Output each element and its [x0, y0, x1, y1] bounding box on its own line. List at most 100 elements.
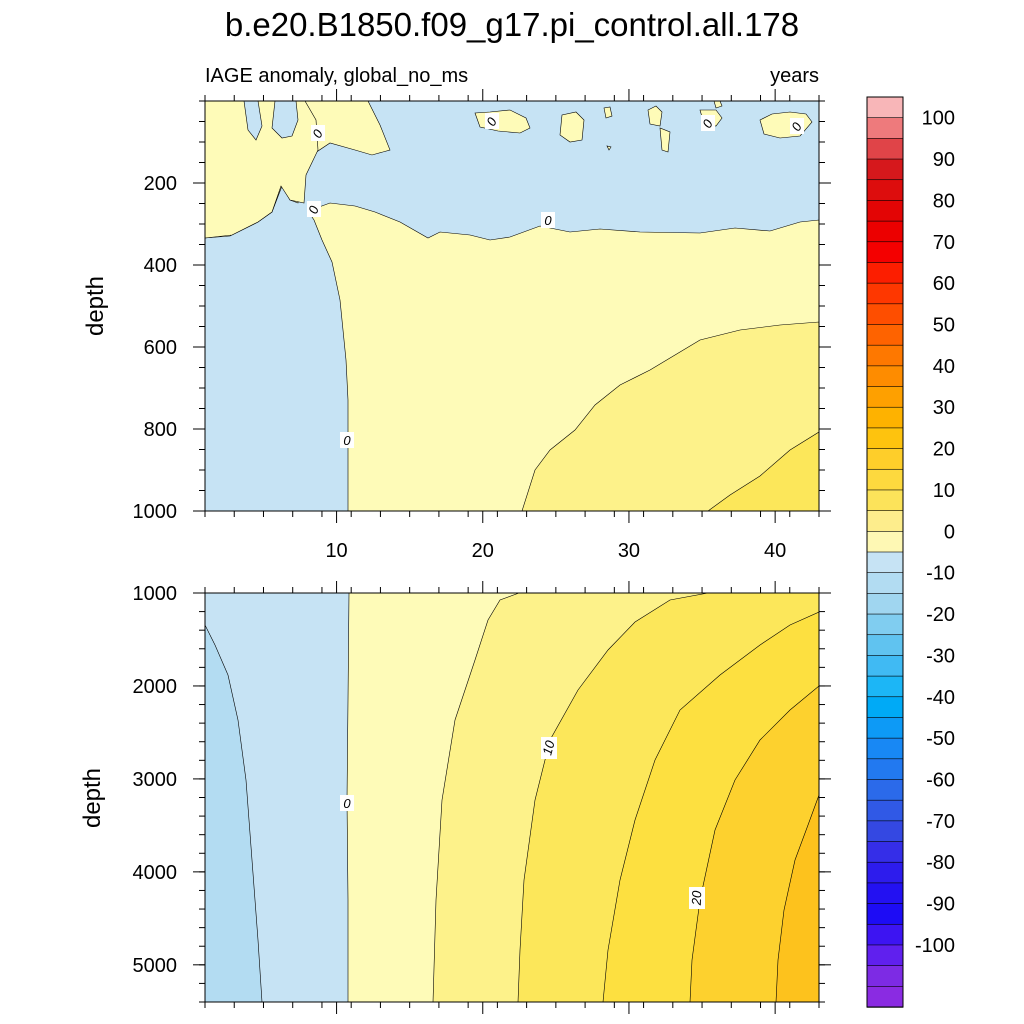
colorbar-swatch	[866, 468, 904, 491]
upper-y-ticks: 200 400 600 800 1000	[133, 100, 831, 523]
colorbar-label: 60	[933, 273, 955, 295]
colorbar-swatch	[866, 572, 904, 595]
lower-contour-label: 0	[340, 795, 354, 811]
colorbar-swatch	[866, 634, 904, 657]
colorbar-swatch	[866, 655, 904, 677]
colorbar: 1009080706050403020100-10-20-30-40-50-60…	[866, 96, 955, 1008]
colorbar-swatch	[866, 200, 904, 222]
colorbar-label: -70	[926, 811, 955, 833]
colorbar-swatch	[866, 965, 904, 988]
lower-contour-label: 10	[539, 737, 558, 759]
colorbar-swatch	[866, 510, 904, 533]
colorbar-label: 80	[933, 190, 955, 212]
colorbar-swatch	[866, 799, 904, 822]
lower-x-ticks	[204, 581, 820, 1014]
x-tick-label: 10	[325, 540, 347, 562]
upper-y-axis-label: depth	[82, 276, 109, 336]
svg-text:20: 20	[689, 890, 705, 907]
colorbar-label: -10	[926, 563, 955, 585]
colorbar-label: 90	[933, 149, 955, 171]
colorbar-swatch	[866, 841, 904, 863]
colorbar-swatch	[866, 427, 904, 450]
upper-x-ticks: 10 20 30 40	[204, 89, 820, 562]
colorbar-swatch	[866, 613, 904, 636]
colorbar-swatch	[866, 696, 904, 719]
upper-contour-label: 0	[541, 212, 555, 228]
colorbar-swatch	[866, 179, 904, 202]
svg-text:0: 0	[343, 796, 351, 811]
left-subtitle: IAGE anomaly, global_no_ms	[205, 65, 468, 87]
colorbar-swatch	[866, 944, 904, 967]
colorbar-swatch	[866, 241, 904, 264]
upper-patch	[559, 111, 585, 143]
svg-text:0: 0	[343, 433, 351, 448]
upper-patch	[606, 145, 612, 151]
colorbar-swatch	[866, 96, 904, 119]
upper-patch	[243, 101, 263, 141]
y-tick-label: 600	[144, 337, 177, 359]
colorbar-swatch	[866, 758, 904, 781]
colorbar-label: -80	[926, 852, 955, 874]
lower-panel: 0 10 20 depth 1000 2000 3000 4000 5000	[79, 581, 831, 1014]
upper-contour-label: 0	[788, 118, 805, 134]
colorbar-swatch	[866, 717, 904, 739]
colorbar-swatch	[866, 262, 904, 284]
lower-y-axis-label: depth	[79, 768, 106, 828]
colorbar-label: 40	[933, 356, 955, 378]
upper-patch	[713, 101, 723, 109]
colorbar-label: -90	[926, 894, 955, 916]
upper-contour-label: 0	[309, 125, 326, 141]
colorbar-label: -30	[926, 645, 955, 667]
colorbar-swatch	[866, 303, 904, 326]
upper-patch	[603, 106, 613, 119]
lower-contour-labels: 0 10 20	[340, 737, 705, 909]
colorbar-label: 50	[933, 315, 955, 337]
svg-text:0: 0	[544, 213, 552, 228]
y-tick-label: 1000	[133, 583, 178, 605]
upper-contour-label: 0	[483, 113, 500, 129]
upper-contour-label: 0	[340, 432, 354, 448]
upper-contour-label: 0	[305, 201, 322, 217]
colorbar-label: -60	[926, 770, 955, 792]
colorbar-label: 10	[933, 480, 955, 502]
y-tick-label: 200	[144, 173, 177, 195]
x-tick-label: 40	[764, 540, 786, 562]
upper-patch	[659, 127, 671, 153]
colorbar-swatch	[866, 158, 904, 181]
colorbar-swatch	[866, 820, 904, 843]
svg-text:10: 10	[539, 738, 557, 757]
lower-y-ticks: 1000 2000 3000 4000 5000	[133, 583, 831, 1003]
colorbar-swatch	[866, 675, 904, 698]
colorbar-label: -100	[915, 935, 955, 957]
y-tick-label: 800	[144, 419, 177, 441]
x-tick-label: 20	[472, 540, 494, 562]
colorbar-swatch	[866, 386, 904, 408]
upper-patch	[271, 101, 299, 139]
colorbar-swatch	[866, 344, 904, 367]
colorbar-swatch	[866, 282, 904, 305]
lower-region-neg-10-5	[205, 624, 263, 1002]
colorbar-swatch	[866, 861, 904, 884]
colorbar-swatch	[866, 448, 904, 470]
y-tick-label: 1000	[133, 501, 178, 523]
lower-region-25-30	[775, 794, 819, 1002]
colorbar-label: 100	[922, 108, 955, 130]
colorbar-swatch	[866, 923, 904, 946]
colorbar-label: -20	[926, 604, 955, 626]
colorbar-swatch	[866, 489, 904, 512]
y-tick-label: 4000	[133, 862, 178, 884]
colorbar-swatch	[866, 986, 904, 1008]
colorbar-swatch	[866, 737, 904, 760]
upper-contour-labels: 0 0 0 0 0 0 0	[305, 113, 805, 448]
colorbar-label: -50	[926, 728, 955, 750]
y-tick-label: 400	[144, 255, 177, 277]
colorbar-swatch	[866, 138, 904, 160]
y-tick-label: 5000	[133, 955, 178, 977]
y-tick-label: 3000	[133, 769, 178, 791]
colorbar-label: -40	[926, 687, 955, 709]
colorbar-label: 0	[944, 521, 955, 543]
colorbar-swatch	[866, 882, 904, 905]
figure-title: b.e20.B1850.f09_g17.pi_control.all.178	[225, 6, 799, 43]
colorbar-swatch	[866, 117, 904, 140]
